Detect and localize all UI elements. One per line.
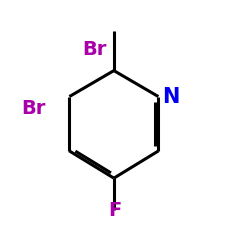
Text: Br: Br bbox=[82, 40, 106, 59]
Text: F: F bbox=[108, 201, 122, 220]
Text: Br: Br bbox=[21, 100, 46, 118]
Text: N: N bbox=[162, 86, 180, 106]
